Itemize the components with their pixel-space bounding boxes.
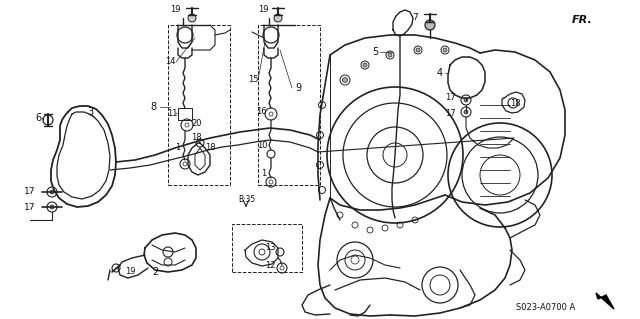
Circle shape	[363, 63, 367, 67]
Text: 17: 17	[445, 93, 455, 102]
Circle shape	[388, 53, 392, 57]
Circle shape	[464, 110, 468, 114]
Circle shape	[274, 14, 282, 22]
Circle shape	[188, 14, 196, 22]
Circle shape	[443, 48, 447, 52]
Text: 5: 5	[372, 47, 378, 57]
Text: 12: 12	[265, 262, 275, 271]
Text: 18: 18	[191, 133, 202, 143]
Polygon shape	[596, 293, 614, 309]
Text: FR.: FR.	[572, 15, 593, 25]
Circle shape	[416, 48, 420, 52]
Text: 20: 20	[192, 118, 202, 128]
Text: 15: 15	[248, 76, 259, 85]
Text: 18: 18	[205, 144, 215, 152]
Text: 13: 13	[265, 243, 275, 253]
Text: 19: 19	[170, 5, 180, 14]
Text: 6: 6	[35, 113, 41, 123]
Text: 17: 17	[24, 204, 36, 212]
Circle shape	[50, 205, 54, 209]
Text: 14: 14	[164, 57, 175, 66]
Text: 10: 10	[257, 140, 268, 150]
Bar	[168, 25, 230, 185]
Text: 3: 3	[87, 107, 93, 117]
Text: 11: 11	[167, 108, 177, 117]
Text: 17: 17	[445, 108, 455, 117]
Text: 19: 19	[258, 5, 268, 14]
Text: 4: 4	[437, 68, 443, 78]
Text: 8: 8	[150, 102, 156, 112]
Bar	[232, 224, 302, 272]
Text: S023-A0700 A: S023-A0700 A	[516, 303, 575, 313]
Bar	[258, 25, 320, 185]
Text: 7: 7	[412, 13, 418, 23]
Text: 1: 1	[175, 144, 180, 152]
Circle shape	[342, 78, 348, 83]
Circle shape	[50, 190, 54, 194]
Circle shape	[425, 20, 435, 30]
Text: 19: 19	[125, 268, 135, 277]
Text: 16: 16	[256, 108, 266, 116]
Text: 2: 2	[152, 267, 158, 277]
Bar	[178, 108, 192, 120]
Text: 17: 17	[24, 188, 36, 197]
Text: B·35: B·35	[238, 196, 255, 204]
Text: 18: 18	[510, 99, 520, 108]
Text: 9: 9	[295, 83, 301, 93]
Circle shape	[464, 98, 468, 102]
Text: 1: 1	[261, 168, 267, 177]
